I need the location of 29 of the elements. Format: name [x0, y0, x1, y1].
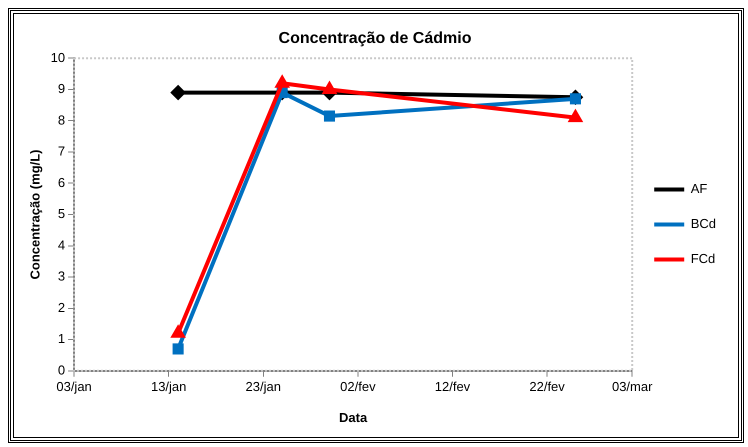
x-tick-label: 02/fev	[340, 379, 376, 394]
point	[172, 343, 184, 354]
legend-label: FCd	[690, 251, 716, 266]
point	[171, 86, 186, 100]
point	[323, 82, 336, 94]
y-tick-label: 4	[58, 237, 66, 252]
x-tick-label: 13/jan	[150, 379, 186, 394]
y-axis-title: Concentração (mg/L)	[27, 149, 42, 280]
x-axis-title: Data	[339, 410, 368, 425]
legend-label: BCd	[690, 216, 716, 232]
y-tick-label: 1	[58, 331, 66, 346]
y-tick-label: 9	[58, 81, 66, 96]
y-tick-label: 6	[58, 174, 66, 190]
y-tick-label: 7	[58, 144, 66, 159]
y-tick-label: 2	[58, 300, 66, 315]
x-tick-label: 12/fev	[434, 379, 471, 394]
y-tick-label: 0	[58, 362, 66, 378]
y-tick-label: 5	[58, 206, 66, 222]
x-tick-label: 03/mar	[612, 379, 654, 394]
point	[276, 76, 289, 88]
y-tick-label: 3	[58, 268, 66, 284]
y-tick-label: 8	[58, 112, 66, 128]
y-tick-label: 10	[50, 50, 66, 65]
legend-label: AF	[690, 181, 708, 196]
chart-title: Concentração de Cádmio	[278, 30, 472, 48]
x-tick-label: 03/jan	[56, 379, 92, 394]
x-tick-label: 23/jan	[246, 379, 281, 394]
x-tick-label: 22/fev	[529, 379, 566, 394]
point	[324, 110, 336, 122]
